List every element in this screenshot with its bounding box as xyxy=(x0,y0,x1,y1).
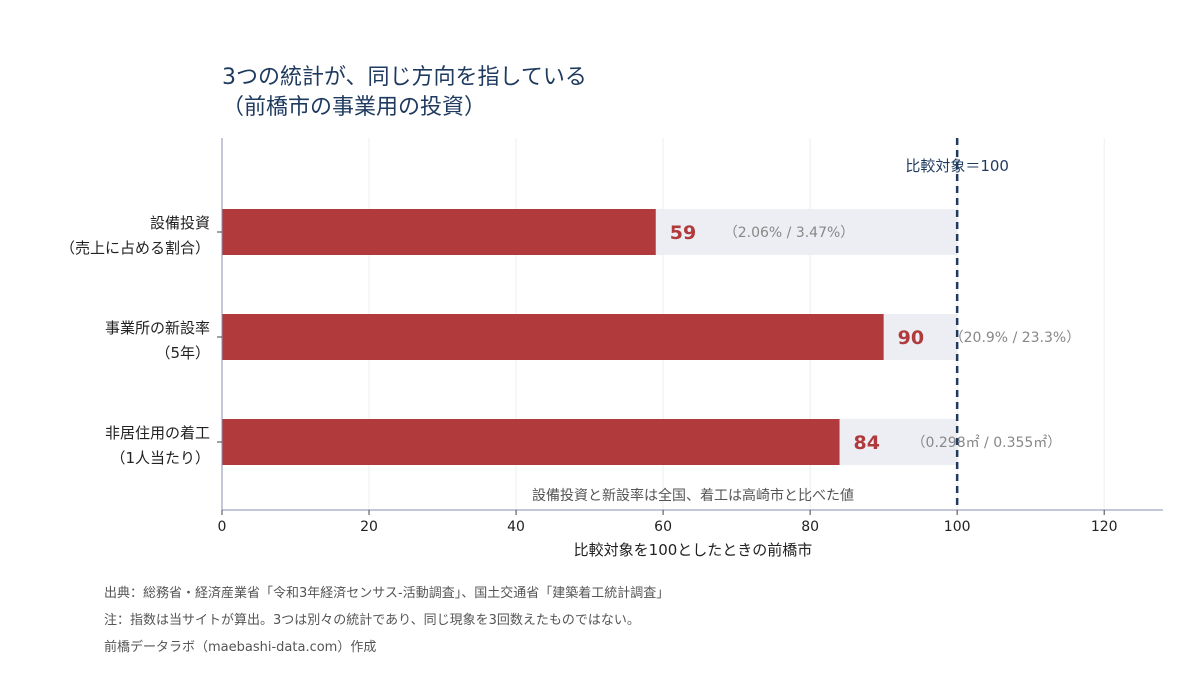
x-tick-label-0: 0 xyxy=(218,519,227,535)
value-label-2: 90 xyxy=(898,327,924,349)
value-label-3: 84 xyxy=(854,432,880,454)
axes: 0 20 40 60 80 100 120 設備投資 （売上に占める割合） 事業所の新設率 （5年）… xyxy=(60,138,1163,535)
footnote: 注：指数は当サイトが算出。3つは別々の統計であり、同じ現象を3回数えたものではな… xyxy=(104,612,640,628)
sub-label-2: （20.9% / 23.3%） xyxy=(950,330,1081,346)
category-label-3-line-1: 非居住用の着工 xyxy=(105,424,210,442)
x-axis-label: 比較対象を100としたときの前橋市 xyxy=(574,541,813,559)
source-note: 出典：総務省・経済産業省「令和3年経済センサス-活動調査」、国土交通省「建築着工… xyxy=(104,585,669,601)
chart-title-line-2: （前橋市の事業用の投資） xyxy=(222,95,486,120)
value-label-1: 59 xyxy=(670,222,696,244)
sub-label-3: （0.298㎡ / 0.355㎡） xyxy=(912,435,1062,451)
bar-1 xyxy=(222,209,656,255)
bar-labels: 59 （2.06% / 3.47%） 90 （20.9% / 23.3%） 84 （0.2… xyxy=(670,138,1080,510)
x-tick-label-60: 60 xyxy=(654,519,672,535)
x-tick-label-80: 80 xyxy=(801,519,819,535)
chart-title-line-1: 3つの統計が、同じ方向を指している xyxy=(222,65,587,90)
x-tick-label-20: 20 xyxy=(360,519,378,535)
category-label-3-line-2: （1人当たり） xyxy=(110,449,210,467)
category-label-2-line-1: 事業所の新設率 xyxy=(105,319,210,337)
chart-annotation: 設備投資と新設率は全国、着工は高崎市と比べた値 xyxy=(532,487,854,504)
category-label-1-line-1: 設備投資 xyxy=(150,214,210,232)
bar-2 xyxy=(222,314,884,360)
x-tick-label-120: 120 xyxy=(1091,519,1118,535)
credit-note: 前橋データラボ（maebashi-data.com）作成 xyxy=(104,639,376,655)
sub-label-1: （2.06% / 3.47%） xyxy=(724,225,855,241)
reference-label: 比較対象＝100 xyxy=(905,157,1009,175)
category-label-2-line-2: （5年） xyxy=(155,344,210,362)
bars xyxy=(222,209,884,465)
category-label-1-line-2: （売上に占める割合） xyxy=(60,239,210,257)
x-tick-label-40: 40 xyxy=(507,519,525,535)
x-tick-label-100: 100 xyxy=(944,519,971,535)
bar-3 xyxy=(222,419,840,465)
